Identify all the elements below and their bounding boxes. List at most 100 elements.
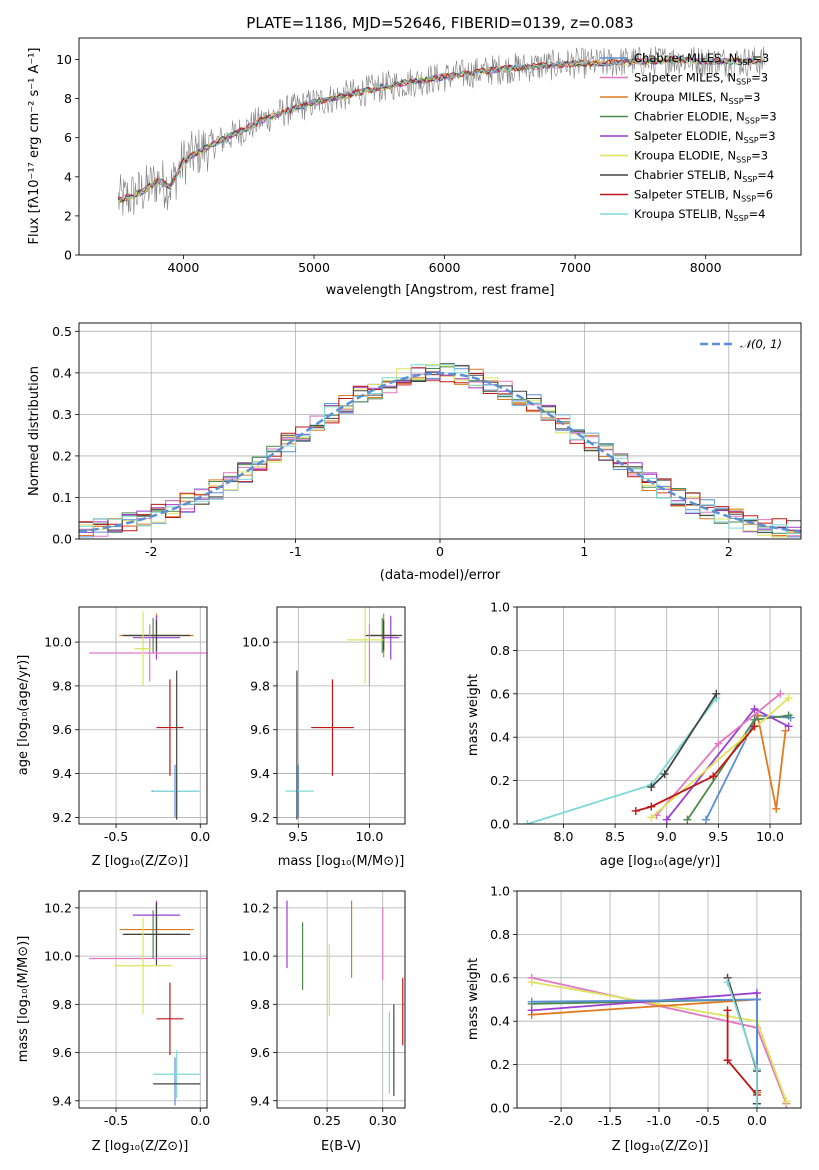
x-tick-label: 0 bbox=[436, 544, 444, 559]
age-mass-xlabel: mass [log₁₀(M/M⊙)] bbox=[278, 854, 405, 869]
age-z-xlabel: Z [log₁₀(Z/Z⊙)] bbox=[92, 854, 189, 869]
y-tick-label: 4 bbox=[64, 169, 72, 184]
x-tick-label: 0.25 bbox=[313, 1113, 341, 1128]
point-marker bbox=[784, 694, 793, 703]
y-tick-label: 0.2 bbox=[52, 448, 72, 463]
legend-entry: Chabrier STELIB, NSSP=4 bbox=[634, 168, 774, 184]
y-tick-label: 0.4 bbox=[490, 1014, 510, 1029]
point-marker bbox=[683, 815, 692, 824]
point-marker bbox=[647, 802, 656, 811]
age-vs-metallicity-panel: Z [log₁₀(Z/Z⊙)] age [log₁₀(age/yr)] -0.5… bbox=[16, 606, 210, 869]
point-marker bbox=[782, 1097, 791, 1106]
point-marker bbox=[750, 704, 759, 713]
spectrum-xlabel: wavelength [Angstrom, rest frame] bbox=[326, 283, 555, 298]
y-tick-label: 10 bbox=[56, 52, 72, 67]
y-tick-label: 9.2 bbox=[52, 810, 72, 825]
errorbar-group bbox=[286, 900, 404, 1096]
axes-frame bbox=[78, 322, 802, 540]
y-tick-label: 9.6 bbox=[52, 1045, 72, 1060]
legend-entry: Kroupa STELIB, NSSP=4 bbox=[634, 207, 765, 223]
y-tick-label: 10.2 bbox=[242, 900, 270, 915]
axes-frame bbox=[516, 606, 802, 825]
x-tick-label: 0.0 bbox=[747, 1113, 767, 1128]
mass-weight-vs-age-panel: age [log₁₀(age/yr)] mass weight 8.0 8.5 9.… bbox=[466, 600, 802, 869]
point-marker bbox=[723, 978, 732, 987]
y-tick-label: 9.6 bbox=[52, 722, 72, 737]
legend-entry: Kroupa MILES, NSSP=3 bbox=[634, 90, 760, 106]
legend-entry: Chabrier ELODIE, NSSP=3 bbox=[634, 110, 777, 126]
legend-entry: Salpeter ELODIE, NSSP=3 bbox=[634, 129, 776, 145]
axes-frame bbox=[78, 890, 208, 1109]
axes-frame bbox=[516, 890, 802, 1109]
mass-z-ylabel: mass [log₁₀(M/M⊙)] bbox=[16, 936, 31, 1063]
legend-entry: Chabrier MILES, NSSP=3 bbox=[634, 51, 769, 67]
y-tick-label: 9.4 bbox=[52, 1093, 72, 1108]
x-tick-label: 6000 bbox=[429, 260, 461, 275]
x-tick-label: -2 bbox=[145, 544, 157, 559]
y-tick-label: 0.0 bbox=[490, 817, 510, 832]
spectrum-ylabel: Flux [fλ10⁻¹⁷ erg cm⁻² s⁻¹ A⁻¹] bbox=[27, 48, 42, 245]
y-tick-label: 9.8 bbox=[250, 678, 270, 693]
point-marker bbox=[752, 1064, 761, 1073]
normal-distribution-curve bbox=[79, 372, 801, 533]
point-marker bbox=[750, 722, 759, 731]
errorbar-group bbox=[89, 900, 207, 1106]
point-marker bbox=[752, 1104, 761, 1108]
mass-vs-ebv-panel: E(B-V) 0.25 0.30 9.4 9.6 9.8 10.0 10.2 bbox=[242, 890, 406, 1154]
point-marker bbox=[784, 711, 793, 720]
x-tick-label: 9.5 bbox=[708, 829, 728, 844]
x-tick-label: -1.5 bbox=[598, 1113, 622, 1128]
legend-entry: Salpeter MILES, NSSP=3 bbox=[634, 71, 768, 87]
series-group bbox=[527, 973, 791, 1108]
y-tick-label: 10.0 bbox=[242, 949, 270, 964]
x-tick-label: 1 bbox=[580, 544, 588, 559]
mass-ebv-xlabel: E(B-V) bbox=[321, 1139, 361, 1154]
series-line bbox=[531, 998, 758, 1093]
y-tick-label: 0.6 bbox=[490, 970, 510, 985]
point-marker bbox=[714, 739, 723, 748]
residual-ylabel: Normed distribution bbox=[27, 366, 42, 496]
y-tick-label: 0.2 bbox=[490, 1057, 510, 1072]
histogram-step bbox=[79, 367, 801, 532]
y-tick-label: 1.0 bbox=[490, 600, 510, 615]
x-tick-label: 5000 bbox=[298, 260, 330, 275]
x-tick-label: 9.0 bbox=[657, 829, 677, 844]
x-tick-label: -0.5 bbox=[696, 1113, 720, 1128]
y-tick-label: 9.2 bbox=[250, 810, 270, 825]
y-tick-label: 0.1 bbox=[52, 490, 72, 505]
y-tick-label: 9.4 bbox=[52, 766, 72, 781]
histogram-group bbox=[79, 363, 801, 538]
y-tick-label: 10.0 bbox=[242, 635, 270, 650]
axes-frame bbox=[78, 606, 208, 825]
y-tick-label: 2 bbox=[64, 208, 72, 223]
y-tick-label: 9.6 bbox=[250, 1045, 270, 1060]
x-tick-label: 4000 bbox=[168, 260, 200, 275]
point-marker bbox=[527, 1006, 536, 1015]
errorbar-group bbox=[89, 611, 207, 820]
y-tick-label: 9.4 bbox=[250, 766, 270, 781]
mw-age-xlabel: age [log₁₀(age/yr)] bbox=[600, 854, 721, 869]
x-tick-label: 0.30 bbox=[369, 1113, 397, 1128]
y-tick-label: 0.0 bbox=[490, 1101, 510, 1116]
model-spectrum-line bbox=[117, 56, 764, 202]
x-tick-label: -0.5 bbox=[104, 1113, 128, 1128]
y-tick-label: 0.8 bbox=[490, 643, 510, 658]
y-tick-label: 9.4 bbox=[250, 1093, 270, 1108]
series-line bbox=[635, 725, 756, 812]
point-marker bbox=[527, 978, 536, 987]
mw-z-xlabel: Z [log₁₀(Z/Z⊙)] bbox=[612, 1139, 709, 1154]
mass-weight-vs-metallicity-panel: Z [log₁₀(Z/Z⊙)] mass weight -2.0 -1.5 -1.0… bbox=[466, 884, 802, 1154]
y-tick-label: 8 bbox=[64, 91, 72, 106]
mass-vs-metallicity-panel: Z [log₁₀(Z/Z⊙)] mass [log₁₀(M/M⊙)] -0.5 0… bbox=[16, 890, 210, 1154]
point-marker bbox=[660, 770, 669, 779]
y-tick-label: 10.2 bbox=[44, 900, 72, 915]
point-marker bbox=[647, 783, 656, 792]
point-marker bbox=[709, 772, 718, 781]
point-marker bbox=[752, 995, 761, 1004]
point-marker bbox=[647, 813, 656, 822]
point-marker bbox=[781, 726, 790, 735]
y-tick-label: 9.8 bbox=[250, 997, 270, 1012]
x-tick-label: 2 bbox=[725, 544, 733, 559]
y-tick-label: 1.0 bbox=[490, 884, 510, 899]
